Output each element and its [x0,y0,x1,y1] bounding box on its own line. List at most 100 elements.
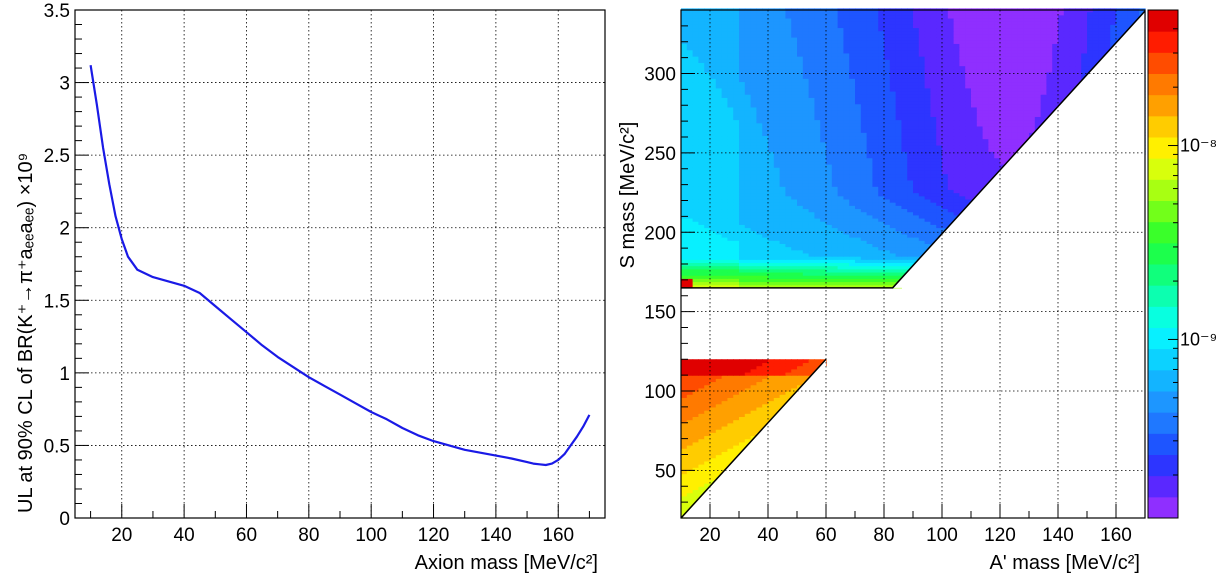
heatmap-cell-upper [866,144,873,149]
heatmap-cell-upper [791,252,798,257]
heatmap-cell-upper [762,65,769,70]
heatmap-cell-upper [907,163,914,168]
heatmap-cell-upper [936,186,943,190]
heatmap-cell-upper [1040,94,1047,98]
heatmap-cell-upper [797,110,804,114]
heatmap-cell-upper [1058,78,1065,83]
heatmap-cell-upper [756,275,763,279]
heatmap-cell-upper [768,59,775,63]
heatmap-cell-upper [791,278,798,283]
heatmap-cell-upper [837,224,844,229]
heatmap-cell-upper [837,75,844,79]
heatmap-cell-upper [1040,59,1047,63]
heatmap-cell-upper [976,167,984,171]
heatmap-cell-upper [791,268,798,273]
heatmap-cell-upper [976,141,984,146]
heatmap-cell-upper [704,170,711,175]
heatmap-cell-upper [831,176,839,181]
heatmap-cell-upper [901,103,908,108]
heatmap-cell-upper [889,141,897,146]
heatmap-cell-upper [704,90,711,95]
heatmap-cell-upper [953,132,960,137]
heatmap-cell-upper [889,144,897,149]
heatmap-cell-upper [826,192,833,197]
heatmap-cell-upper [826,144,833,149]
heatmap-cell-upper [1046,106,1053,111]
heatmap-cell-upper [750,262,757,267]
heatmap-cell-upper [872,195,879,200]
heatmap-cell-upper [971,106,978,111]
heatmap-cell-upper [976,144,984,149]
heatmap-cell-upper [820,167,827,171]
heatmap-cell-upper [878,84,885,89]
heatmap-cell-upper [918,157,926,162]
heatmap-cell-upper [965,119,972,124]
heatmap-cell-upper [814,195,821,200]
heatmap-cell-upper [756,157,763,162]
heatmap-cell-upper [808,170,815,175]
heatmap-cell-upper [947,151,955,156]
heatmap-cell-upper [855,90,862,95]
heatmap-cell-upper [918,167,926,171]
heatmap-cell-upper [808,116,815,121]
heatmap-cell-upper [837,144,844,149]
heatmap-cell-upper [988,97,995,102]
heatmap-cell-upper [976,75,984,79]
heatmap-cell-upper [785,119,792,124]
heatmap-cell-upper [849,186,856,190]
heatmap-cell-upper [779,125,786,130]
heatmap-cell-upper [704,271,711,276]
heatmap-cell-upper [733,78,740,83]
heatmap-cell-upper [831,252,839,257]
heatmap-cell-upper [750,129,757,133]
heatmap-cell-upper [715,173,723,178]
heatmap-cell-upper [762,240,769,244]
heatmap-cell-upper [1075,68,1082,73]
heatmap-cell-upper [866,189,873,194]
heatmap-cell-upper [860,262,868,267]
heatmap-cell-upper [936,183,943,187]
heatmap-cell-upper [814,265,821,270]
heatmap-cell-upper [733,160,740,165]
heatmap-cell-upper [779,249,786,254]
heatmap-cell-upper [860,56,868,60]
heatmap-cell-upper [820,144,827,149]
heatmap-cell-upper [808,205,815,210]
heatmap-cell-upper [785,202,792,206]
heatmap-cell-upper [831,170,839,175]
heatmap-cell-upper [942,110,949,114]
heatmap-cell-upper [692,119,699,124]
heatmap-cell-upper [860,113,868,117]
heatmap-cell-upper [913,217,920,222]
heatmap-cell-upper [924,217,931,222]
heatmap-cell-upper [924,84,931,89]
heatmap-cell-upper [930,81,937,86]
heatmap-cell-upper [692,81,699,86]
heatmap-cell-upper [733,135,740,140]
heatmap-cell-upper [715,278,723,283]
heatmap-cell-upper [733,214,740,219]
heatmap-cell-upper [739,167,746,171]
heatmap-cell-upper [779,256,786,260]
heatmap-cell-upper [762,59,769,63]
heatmap-cell-upper [721,189,728,194]
heatmap-cell-upper [936,65,943,70]
heatmap-cell-upper [768,122,775,127]
heatmap-cell-upper [901,141,908,146]
heatmap-cell-upper [733,233,740,238]
heatmap-cell-upper [715,265,723,270]
heatmap-cell-upper [704,221,711,225]
heatmap-cell-upper [692,240,699,244]
heatmap-cell-upper [768,173,775,178]
heatmap-cell-upper [976,81,984,86]
heatmap-cell-upper [721,135,728,140]
heatmap-cell-upper [947,189,955,194]
heatmap-cell-upper [889,271,897,276]
heatmap-cell-upper [750,75,757,79]
heatmap-cell-upper [1017,59,1024,63]
heatmap-cell-upper [849,271,856,276]
heatmap-cell-upper [727,163,734,168]
heatmap-cell-upper [953,138,960,143]
heatmap-cell-upper [715,240,723,244]
heatmap-cell-upper [947,163,955,168]
